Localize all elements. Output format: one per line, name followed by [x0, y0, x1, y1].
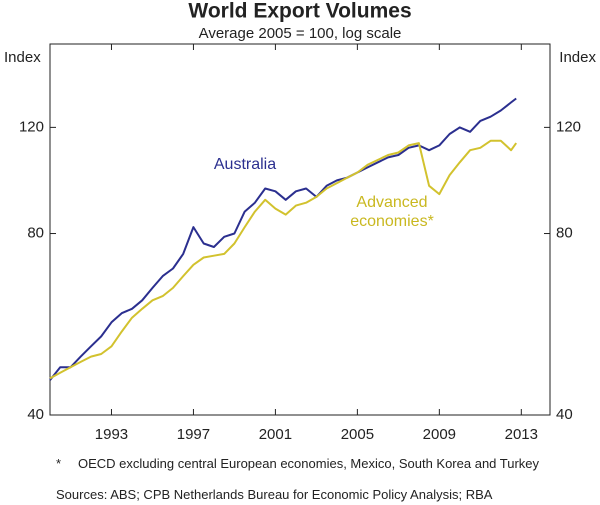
series-label: Advanced: [356, 194, 427, 211]
y-tick-label: 40: [27, 406, 44, 423]
chart-title: World Export Volumes: [188, 0, 411, 23]
x-tick-label: 2001: [259, 426, 292, 443]
series-label: economies*: [350, 213, 434, 230]
x-tick-label: 2013: [505, 426, 538, 443]
series-line: [49, 139, 518, 380]
y-axis-label: Index: [4, 49, 41, 66]
footnote-marker: *: [56, 456, 62, 471]
x-tick-label: 1993: [95, 426, 128, 443]
series-line: [49, 97, 517, 381]
x-tick-label: 2005: [341, 426, 374, 443]
y-tick-label: 120: [19, 118, 44, 135]
series-label: Australia: [214, 156, 276, 173]
y2-tick-label: 40: [556, 406, 573, 423]
chart-subtitle: Average 2005 = 100, log scale: [199, 25, 402, 42]
x-tick-label: 1997: [177, 426, 210, 443]
footnote: OECD excluding central European economie…: [78, 456, 540, 471]
x-tick-label: 2009: [423, 426, 456, 443]
y2-tick-label: 120: [556, 118, 581, 135]
sources: Sources: ABS; CPB Netherlands Bureau for…: [56, 487, 493, 502]
chart: World Export Volumes Average 2005 = 100,…: [4, 0, 596, 443]
plot-frame: [49, 43, 551, 416]
y-tick-label: 80: [27, 224, 44, 241]
y2-tick-label: 80: [556, 224, 573, 241]
y2-axis-label: Index: [559, 49, 596, 66]
